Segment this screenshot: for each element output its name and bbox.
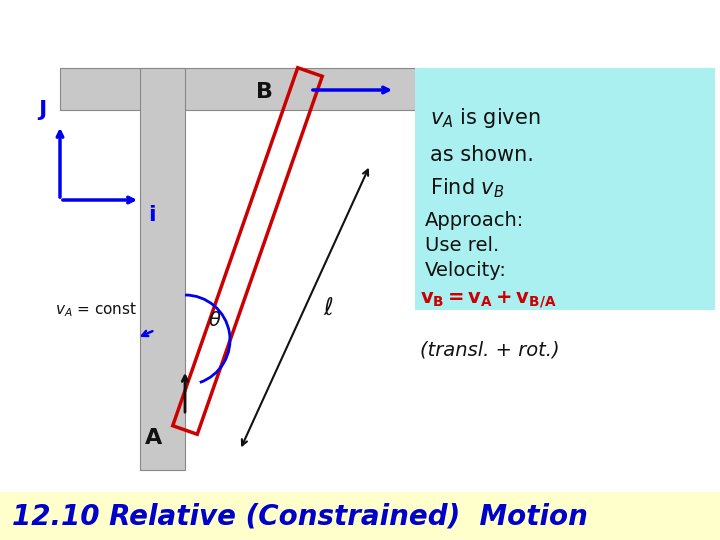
Text: $\mathbf{v_B = v_A +v_{B/A}}$: $\mathbf{v_B = v_A +v_{B/A}}$ (420, 289, 557, 310)
Text: 12.10 Relative (Constrained)  Motion: 12.10 Relative (Constrained) Motion (12, 502, 588, 530)
Text: $v_A$ is given: $v_A$ is given (430, 106, 541, 130)
Text: $\ell$: $\ell$ (323, 295, 333, 320)
Text: Velocity:: Velocity: (425, 261, 507, 280)
Text: Use rel.: Use rel. (425, 236, 499, 255)
Text: Approach:: Approach: (425, 211, 524, 230)
Text: $\theta$: $\theta$ (208, 310, 222, 329)
Bar (415, 68, 715, 310)
Bar (0, 492, 720, 540)
Bar (140, 68, 185, 470)
Text: A: A (145, 428, 162, 448)
Text: B: B (256, 82, 274, 102)
Text: J: J (38, 100, 46, 120)
Text: i: i (148, 205, 156, 225)
Bar (60, 68, 420, 110)
Text: (transl. + rot.): (transl. + rot.) (420, 341, 559, 360)
Text: $v_A$ = const: $v_A$ = const (55, 301, 138, 319)
Text: Find $v_B$: Find $v_B$ (430, 177, 505, 200)
Text: as shown.: as shown. (430, 145, 534, 165)
